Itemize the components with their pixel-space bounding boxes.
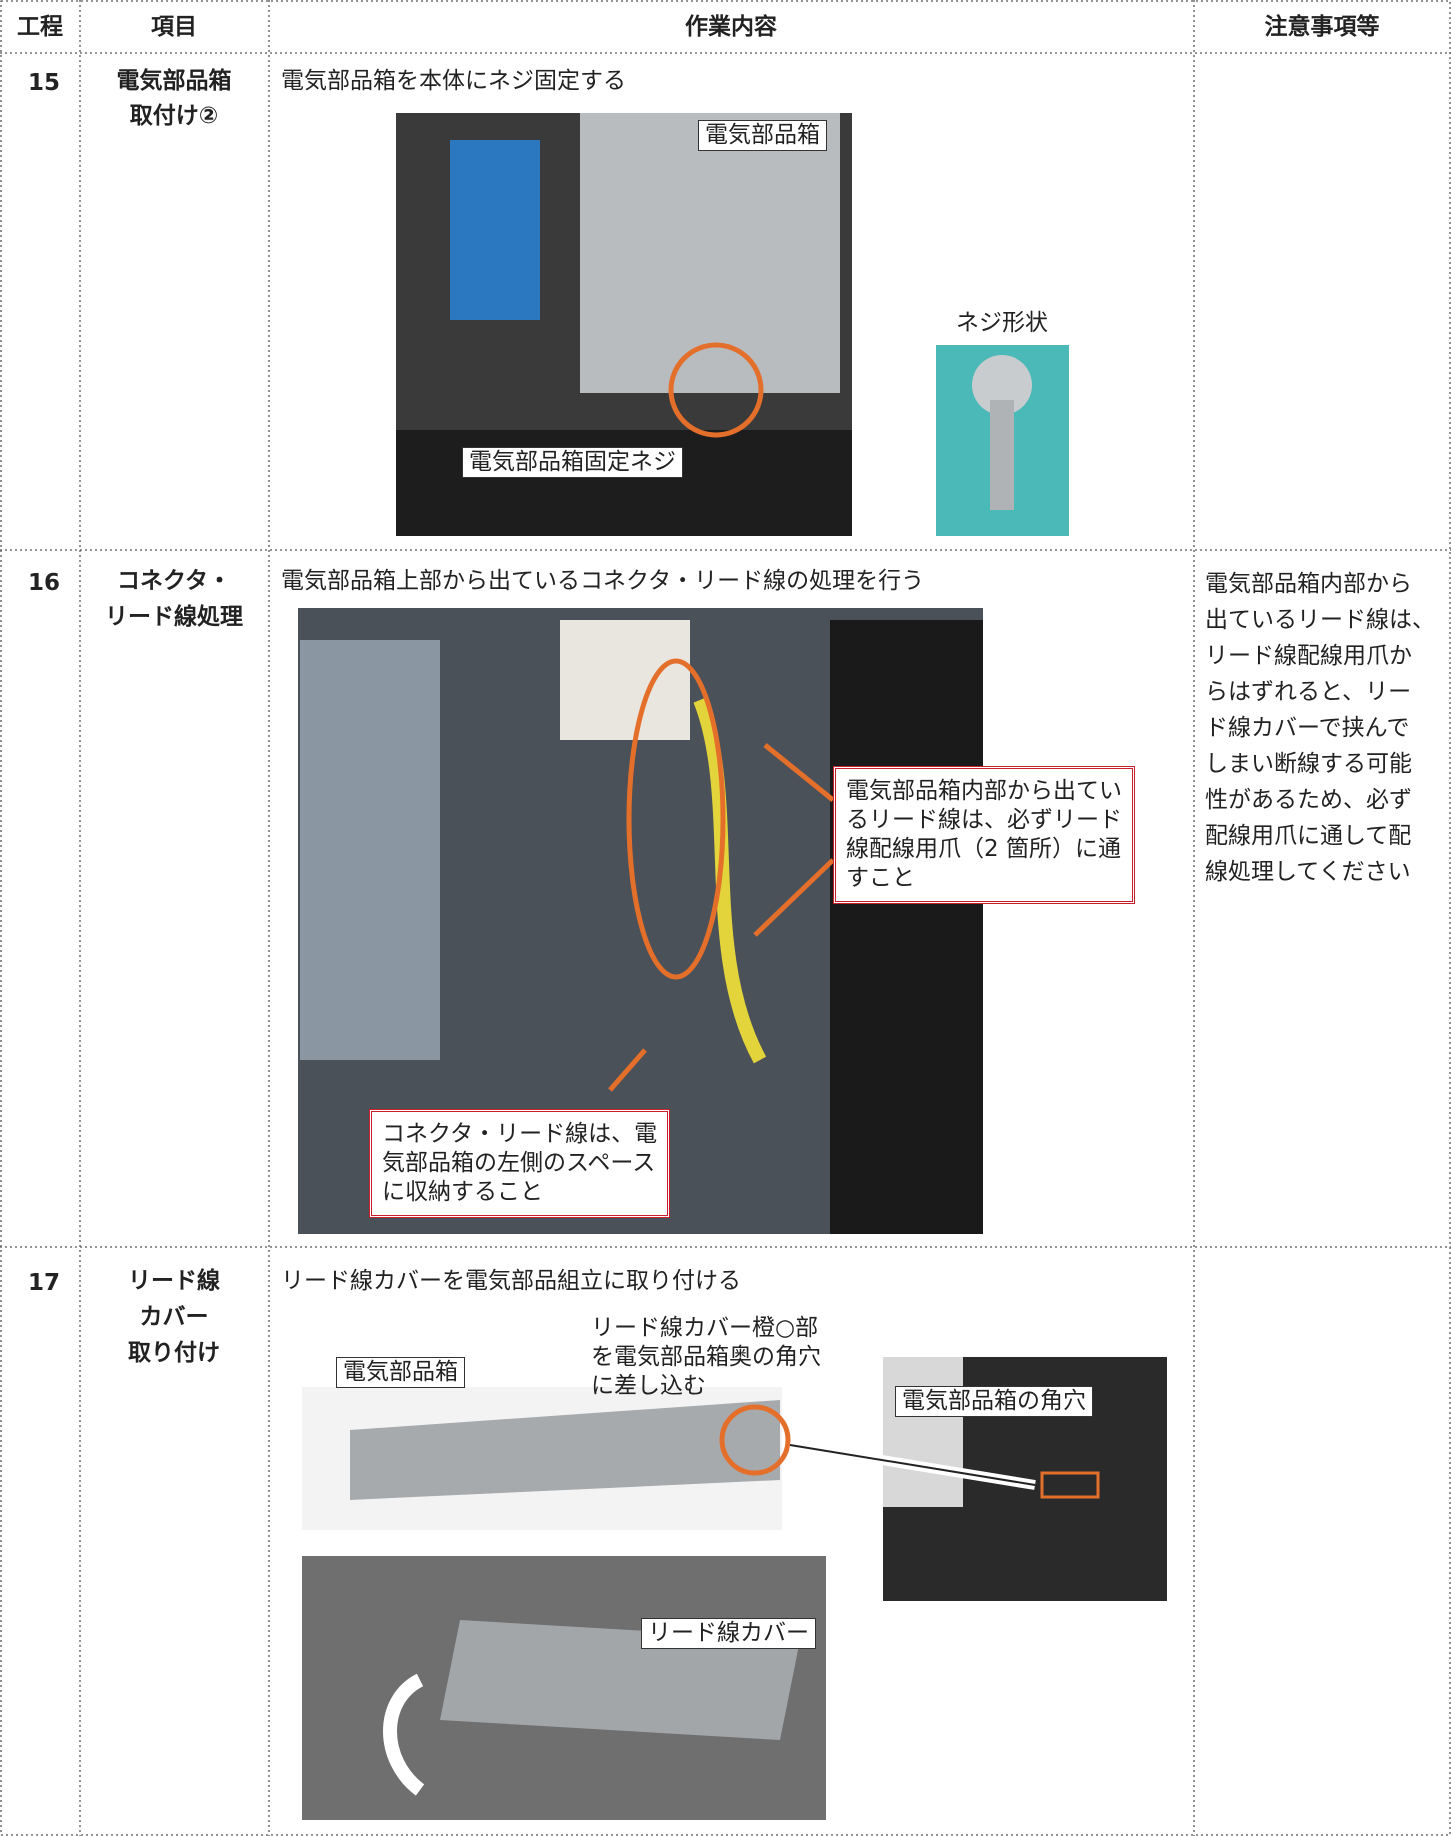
header: 作業内容 [685, 14, 777, 40]
callout: コネクタ・リード線は、電 気部品箱の左側のスペース に収納すること [369, 1109, 671, 1218]
callout: 電気部品箱 [698, 120, 827, 151]
text-line: 線配線用爪（2 箇所）に通 [846, 836, 1121, 862]
item: リード線 [128, 1268, 220, 1294]
item: カバー [139, 1304, 209, 1330]
text-line: 性があるため、必ず [1205, 787, 1412, 813]
text-line: に収納すること [382, 1179, 543, 1205]
step: 16 [27, 570, 61, 596]
item: リード線処理 [105, 604, 243, 630]
text-line: 電気部品箱内部から [1205, 571, 1412, 597]
item: コネクタ・ [116, 568, 232, 594]
instruction: リード線カバーを電気部品組立に取り付ける [281, 1268, 741, 1294]
text-line: 配線用爪に通して配 [1205, 823, 1412, 849]
callout: 電気部品箱固定ネジ [462, 447, 683, 478]
callout: 電気部品箱内部から出てい るリード線は、必ずリード 線配線用爪（2 箇所）に通 すこと [833, 766, 1135, 904]
hint: リード線カバー橙○部 を電気部品箱奥の角穴 に差し込む [591, 1314, 821, 1401]
header: 項目 [151, 14, 197, 40]
instruction: 電気部品箱上部から出ているコネクタ・リード線の処理を行う [281, 568, 925, 594]
text-line: 線処理してください [1205, 859, 1411, 885]
header: 工程 [17, 14, 63, 40]
note: 電気部品箱内部から 出ているリード線は、 リード線配線用爪か らはずれると、リー ド線カ… [1205, 566, 1435, 890]
item: 取り付け [128, 1340, 220, 1366]
item: 取付け② [129, 103, 219, 129]
text-line: リード線配線用爪か [1205, 643, 1412, 669]
item: 電気部品箱 [116, 68, 232, 94]
callout: 電気部品箱 [336, 1357, 465, 1388]
text-line: すこと [846, 865, 915, 891]
text-line: 電気部品箱内部から出てい [846, 778, 1122, 804]
text-line: コネクタ・リード線は、電 [382, 1121, 658, 1147]
instruction: 電気部品箱を本体にネジ固定する [281, 68, 626, 94]
text-line: らはずれると、リー [1205, 679, 1412, 705]
header: 注意事項等 [1264, 14, 1380, 40]
label: ネジ形状 [956, 310, 1048, 336]
step: 17 [27, 1270, 61, 1296]
callout: 電気部品箱の角穴 [895, 1386, 1093, 1417]
text-line: を電気部品箱奥の角穴 [591, 1344, 821, 1370]
text-line: リード線カバー橙○部 [591, 1315, 819, 1341]
text-line: るリード線は、必ずリード [846, 807, 1122, 833]
text-line: しまい断線する可能 [1205, 751, 1412, 777]
text-line: 出ているリード線は、 [1205, 607, 1435, 633]
text-line: ド線カバーで挟んで [1205, 715, 1410, 741]
step: 15 [27, 70, 61, 96]
callout: リード線カバー [641, 1618, 816, 1649]
text-line: に差し込む [591, 1373, 706, 1399]
text-line: 気部品箱の左側のスペース [382, 1150, 656, 1176]
